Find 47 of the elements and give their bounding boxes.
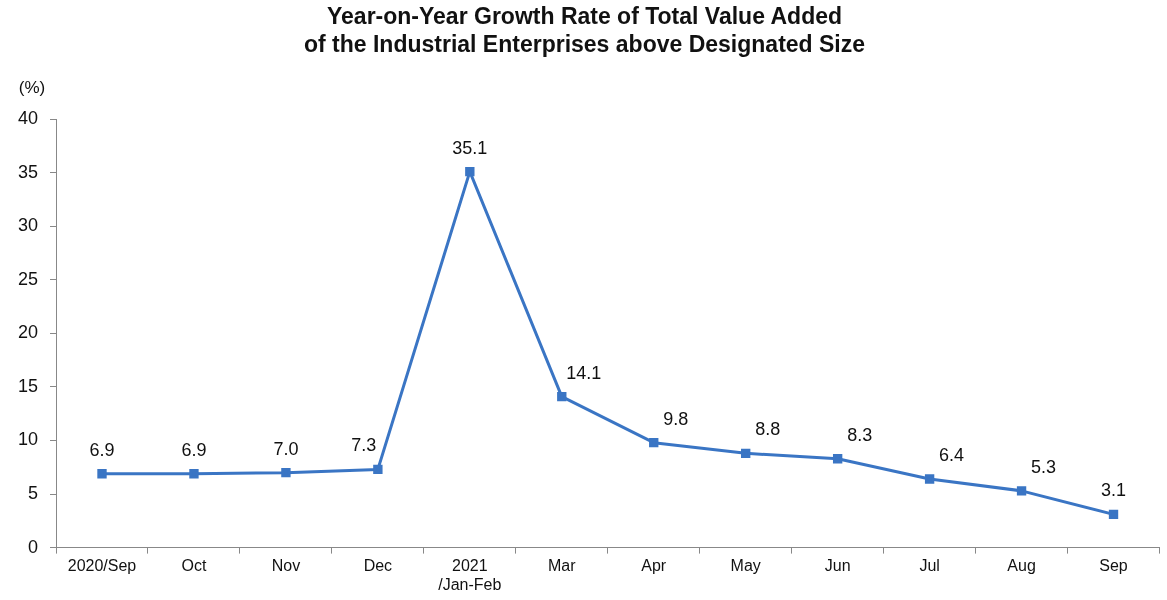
x-tick-label: Nov <box>271 556 301 574</box>
chart-title: Year-on-Year Growth Rate of Total Value Added of the Industrial Enterprises above Designated Size <box>303 3 866 57</box>
point <box>281 467 291 478</box>
x-tick-label: May <box>730 556 761 574</box>
x-tick-label: 2020/Sep <box>67 556 137 574</box>
y-axis-title: (%) <box>18 78 46 98</box>
y-tick-label: 5 <box>28 483 39 504</box>
data-label: 35.1 <box>452 137 488 158</box>
y-tick-label: 35 <box>17 161 39 182</box>
point <box>741 448 751 459</box>
y-tick-label: 10 <box>17 429 39 450</box>
data-label: 7.0 <box>273 438 299 459</box>
x-tick-label: Dec <box>363 556 393 574</box>
point <box>924 474 935 484</box>
point <box>557 391 567 402</box>
x-tick-label: Jul <box>919 556 940 574</box>
point <box>373 464 383 475</box>
data-label: 14.1 <box>566 362 602 383</box>
point <box>832 454 843 464</box>
data-label: 6.9 <box>89 439 115 460</box>
data-label: 6.4 <box>939 445 965 466</box>
data-label: 7.3 <box>351 435 377 456</box>
point <box>189 469 199 479</box>
y-tick-label: 15 <box>17 375 39 396</box>
x-tick-label: Apr <box>641 556 667 574</box>
x-tick-label: 2021 /Jan-Feb <box>438 556 502 593</box>
y-tick-label: 20 <box>17 322 39 343</box>
y-tick-label: 25 <box>17 268 39 289</box>
point <box>649 437 659 448</box>
x-tick-label: Sep <box>1099 556 1128 574</box>
point <box>1108 509 1119 520</box>
x-tick-label: Oct <box>181 556 207 574</box>
point <box>465 167 475 177</box>
y-tick-label: 30 <box>17 215 39 236</box>
y-tick-label: 0 <box>28 536 39 557</box>
data-label: 8.8 <box>755 419 781 440</box>
point <box>1016 486 1027 496</box>
point <box>97 469 107 479</box>
x-tick-label: Mar <box>548 556 577 574</box>
x-tick-label: Jun <box>824 556 851 574</box>
data-label: 9.8 <box>663 408 689 429</box>
x-tick-label: Aug <box>1007 556 1036 574</box>
data-label: 5.3 <box>1031 456 1057 477</box>
data-label: 3.1 <box>1101 480 1127 501</box>
data-label: 6.9 <box>181 439 207 460</box>
y-tick-label: 40 <box>17 108 39 129</box>
data-label: 8.3 <box>847 424 873 445</box>
